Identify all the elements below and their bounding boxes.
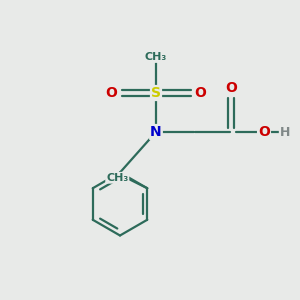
Text: S: S (151, 86, 161, 100)
Text: O: O (258, 125, 270, 139)
Text: O: O (225, 82, 237, 95)
Text: CH₃: CH₃ (145, 52, 167, 62)
Text: O: O (106, 86, 118, 100)
Text: CH₃: CH₃ (106, 173, 128, 183)
Text: H: H (280, 125, 290, 139)
Text: O: O (194, 86, 206, 100)
Text: N: N (150, 125, 162, 139)
